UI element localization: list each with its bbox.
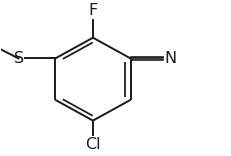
Text: Cl: Cl [85, 137, 100, 152]
Text: F: F [88, 3, 97, 18]
Text: N: N [163, 51, 175, 66]
Text: S: S [14, 51, 24, 66]
